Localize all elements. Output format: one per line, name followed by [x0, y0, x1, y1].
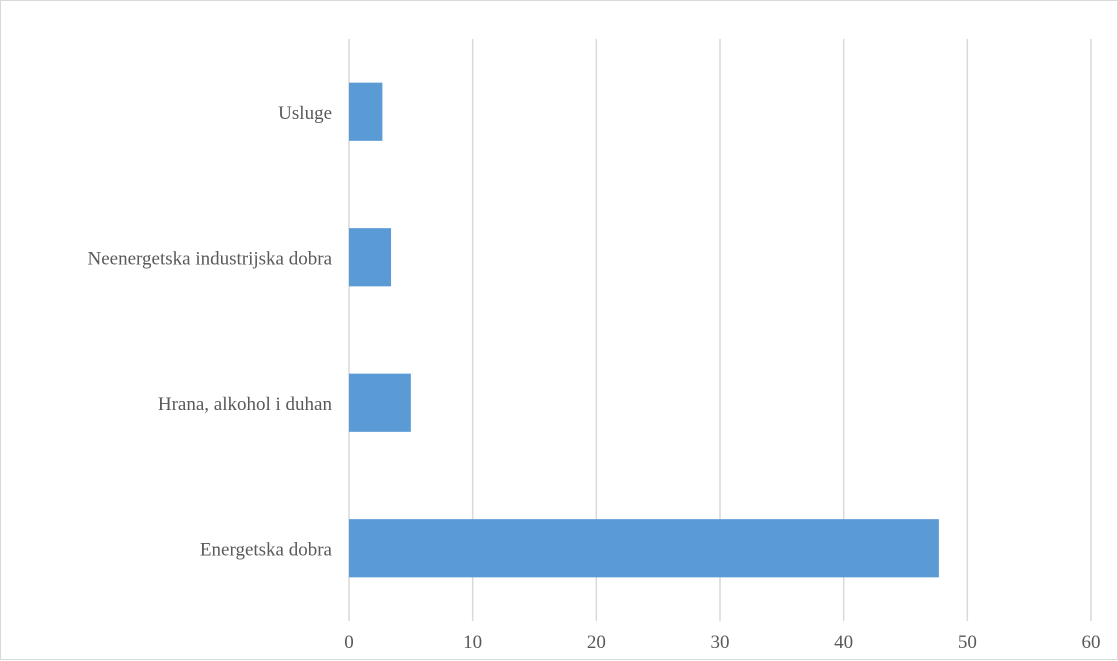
bar-hrana-alkohol-i-duhan [349, 373, 411, 432]
x-tick-label: 10 [463, 632, 482, 653]
x-tick-labels: 0 10 20 30 40 50 60 [344, 632, 1100, 653]
x-tick-label: 60 [1082, 632, 1101, 653]
x-tick-label: 50 [958, 632, 977, 653]
x-tick-label: 20 [587, 632, 606, 653]
bar-energetska-dobra [349, 519, 939, 578]
bar-neenergetska-industrijska-dobra [349, 228, 392, 287]
x-tick-label: 0 [344, 632, 354, 653]
bar-usluge [349, 82, 383, 141]
category-label: Hrana, alkohol i duhan [158, 394, 333, 415]
x-tick-label: 30 [711, 632, 730, 653]
category-label: Usluge [278, 103, 332, 124]
x-tick-label: 40 [834, 632, 853, 653]
bars [349, 82, 939, 578]
category-labels: Usluge Neenergetska industrijska dobra Hra… [88, 103, 333, 561]
gridlines [348, 39, 1092, 621]
category-label: Energetska dobra [200, 539, 333, 560]
category-label: Neenergetska industrijska dobra [88, 248, 333, 269]
